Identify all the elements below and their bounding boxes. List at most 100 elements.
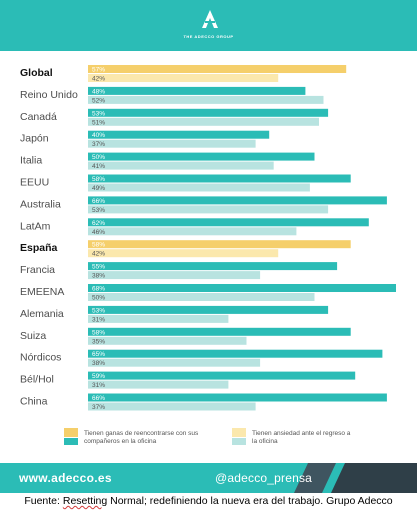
bar-series-1 (88, 284, 396, 292)
bar-value-label: 42% (92, 251, 105, 258)
bar-series-1 (88, 305, 329, 314)
bar-value-label: 37% (92, 141, 105, 148)
bar-value-label: 57% (92, 67, 105, 74)
bar-series-1 (88, 86, 306, 95)
bar-value-label: 66% (92, 395, 105, 402)
bar-series-1 (88, 218, 369, 227)
category-label: Bél/Hol (20, 374, 54, 386)
bar-chart: Global 57% 42% Reino Unido 48% 52% Canadá 53% 51… (20, 65, 396, 445)
bar-value-label: 55% (92, 264, 105, 271)
legend-label-series-2: la oficina (252, 438, 278, 445)
bar-series-1 (88, 174, 351, 183)
bar-value-label: 35% (92, 338, 105, 345)
category-label: Canadá (20, 111, 57, 123)
footer-bar: www.adecco.es @adecco_prensa (0, 463, 417, 493)
bar-value-label: 31% (92, 316, 105, 323)
bar-series-2 (88, 380, 229, 389)
bar-series-2 (88, 161, 274, 170)
bar-value-label: 53% (92, 307, 105, 314)
legend-swatch-series-1 (64, 428, 78, 437)
bar-value-label: 53% (92, 207, 105, 214)
bar-series-2 (88, 249, 279, 258)
footer-decoration (294, 463, 417, 493)
category-label: EEUU (20, 177, 49, 189)
category-label: Nórdicos (20, 352, 61, 364)
category-label: Global (20, 67, 53, 79)
bar-value-label: 62% (92, 220, 105, 227)
bar-series-1 (88, 152, 315, 161)
bar-series-1 (88, 349, 383, 358)
bar-value-label: 58% (92, 176, 105, 183)
bar-series-2 (88, 139, 256, 148)
legend-swatch-series-2 (232, 428, 246, 437)
legend-label-series-2: Tienen ansiedad ante el regreso a (252, 430, 351, 437)
source-caption: Fuente: Resetting Normal; redefiniendo l… (0, 495, 417, 507)
legend-label-series-1: Tienen ganas de reencontrarse con sus (84, 430, 199, 437)
bar-series-2 (88, 205, 329, 214)
bar-value-label: 58% (92, 329, 105, 336)
bar-value-label: 65% (92, 351, 105, 358)
header-banner: THE ADECCO GROUP (0, 0, 417, 51)
category-label: España (20, 242, 58, 254)
bar-series-2 (88, 271, 261, 280)
bar-value-label: 59% (92, 373, 105, 380)
legend-swatch-series-1-alt (64, 438, 78, 445)
category-label: Alemania (20, 308, 64, 320)
caption-underlined-word: Resetting (62, 495, 108, 507)
bar-series-1 (88, 327, 351, 336)
bar-series-1 (88, 371, 356, 380)
footer-social-handle[interactable]: @adecco_prensa (215, 471, 313, 485)
bar-value-label: 48% (92, 88, 105, 95)
category-label: LatAm (20, 220, 51, 232)
bar-series-2 (88, 117, 319, 126)
bar-value-label: 58% (92, 242, 105, 249)
bar-value-label: 40% (92, 132, 105, 139)
caption-prefix: Fuente: (24, 495, 63, 507)
bar-value-label: 41% (92, 163, 105, 170)
bar-value-label: 51% (92, 119, 105, 126)
bar-series-2 (88, 314, 229, 323)
bar-value-label: 68% (92, 286, 105, 293)
bar-series-1 (88, 240, 351, 249)
bar-value-label: 37% (92, 404, 105, 411)
bar-series-2 (88, 227, 297, 236)
caption-rest: Normal; redefiniendo la nueva era del tr… (107, 495, 393, 507)
category-label: EMEENA (20, 286, 64, 298)
category-label: China (20, 396, 48, 408)
bar-series-1 (88, 196, 387, 205)
legend-swatch-series-2-alt (232, 438, 246, 445)
bar-series-2 (88, 183, 310, 192)
bar-value-label: 49% (92, 185, 105, 192)
category-label: Francia (20, 264, 55, 276)
bar-series-2 (88, 358, 261, 367)
bar-value-label: 31% (92, 382, 105, 389)
bar-series-1 (88, 130, 270, 139)
bar-value-label: 42% (92, 76, 105, 83)
adecco-logo-icon (202, 10, 218, 28)
bar-series-2 (88, 402, 256, 411)
category-label: Japón (20, 133, 49, 145)
bar-value-label: 46% (92, 229, 105, 236)
footer-url-link[interactable]: www.adecco.es (19, 471, 112, 485)
bar-series-2 (88, 293, 315, 301)
category-label: Australia (20, 198, 61, 210)
bar-series-2 (88, 74, 279, 82)
bar-series-2 (88, 336, 247, 345)
bar-series-1 (88, 262, 338, 271)
legend-label-series-1: compañeros en la oficina (84, 438, 157, 445)
bar-series-1 (88, 108, 329, 117)
bar-value-label: 52% (92, 97, 105, 104)
category-label: Suiza (20, 330, 46, 342)
bar-series-1 (88, 65, 347, 73)
bar-value-label: 50% (92, 154, 105, 161)
bar-value-label: 38% (92, 360, 105, 367)
bar-value-label: 66% (92, 198, 105, 205)
brand-logo-text: THE ADECCO GROUP (183, 34, 234, 39)
bar-value-label: 50% (92, 295, 105, 302)
category-label: Italia (20, 155, 42, 167)
bar-value-label: 53% (92, 110, 105, 117)
bar-value-label: 38% (92, 273, 105, 280)
bar-series-2 (88, 95, 324, 104)
bar-series-1 (88, 393, 387, 402)
category-label: Reino Unido (20, 89, 78, 101)
